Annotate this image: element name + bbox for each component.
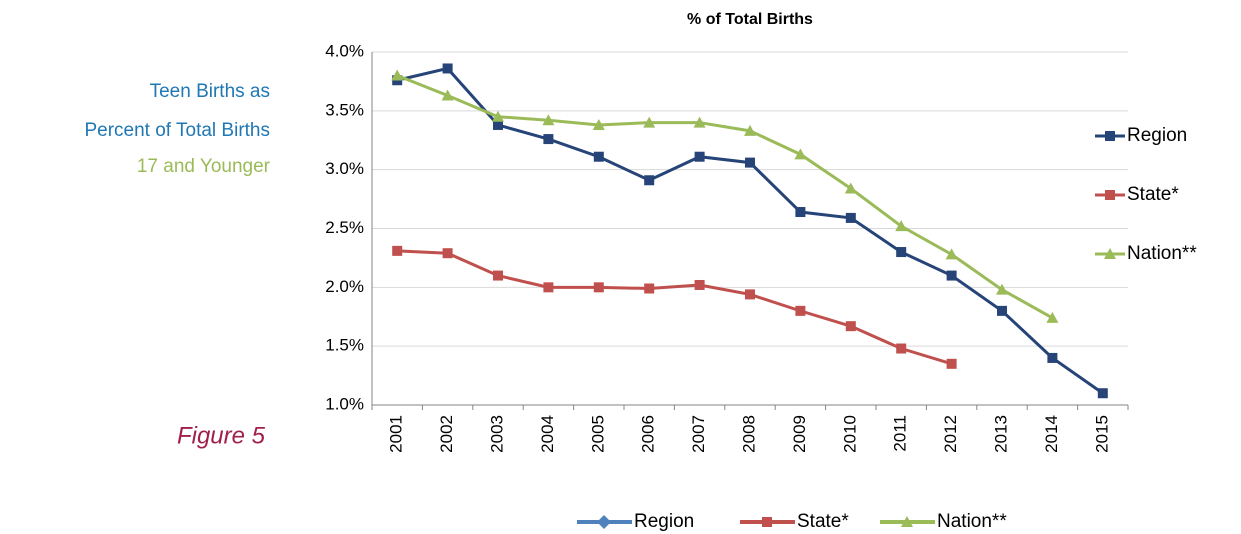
y-tick-label: 2.0%	[325, 277, 364, 296]
data-point	[593, 282, 604, 293]
x-tick-label: 2010	[840, 415, 859, 453]
legend-label: State*	[1127, 184, 1179, 205]
data-point	[1047, 352, 1058, 363]
data-point	[592, 118, 605, 130]
legend-label: Region	[634, 511, 694, 532]
data-point	[896, 343, 907, 354]
figure-label: Figure 5	[177, 422, 266, 449]
x-tick-label: 2015	[1092, 415, 1111, 453]
data-point	[694, 279, 705, 290]
data-point	[493, 119, 503, 130]
series-line	[397, 249, 953, 366]
caption-line: 17 and Younger	[137, 156, 271, 177]
data-point	[492, 110, 504, 122]
x-tick-label: 2012	[941, 415, 960, 453]
y-tick-label: 1.5%	[325, 336, 364, 355]
data-point	[844, 182, 857, 194]
x-tick-label: 2007	[689, 415, 708, 453]
caption-line: Teen Births as	[150, 81, 270, 102]
data-point	[493, 270, 503, 281]
data-point	[745, 157, 755, 168]
x-tick-label: 2003	[487, 415, 506, 453]
x-tick-label: 2013	[991, 415, 1010, 453]
x-tick-label: 2014	[1042, 415, 1061, 453]
data-point	[896, 247, 907, 258]
legend-marker	[901, 516, 913, 527]
data-point	[644, 175, 655, 186]
caption-line: Percent of Total Births	[84, 120, 270, 141]
x-tick-label: 2009	[790, 415, 809, 453]
data-point	[996, 283, 1008, 295]
x-tick-label: 2011	[891, 415, 910, 452]
legend-marker	[1104, 248, 1116, 259]
data-point	[644, 283, 655, 294]
x-tick-label: 2005	[588, 415, 607, 453]
data-point	[693, 116, 706, 128]
x-tick-label: 2001	[387, 415, 406, 453]
data-point	[895, 220, 908, 232]
legend-label: Region	[1127, 125, 1187, 146]
data-point	[794, 148, 807, 160]
legend-marker	[597, 515, 611, 529]
data-point	[593, 151, 604, 162]
y-tick-label: 2.5%	[325, 218, 364, 237]
x-tick-label: 2006	[639, 415, 658, 453]
x-tick-label: 2002	[437, 415, 456, 453]
data-point	[946, 358, 957, 369]
y-tick-label: 1.0%	[325, 394, 364, 413]
data-point	[391, 69, 404, 81]
data-point	[795, 207, 806, 218]
data-point	[744, 124, 756, 136]
legend-label: Nation**	[937, 511, 1007, 532]
data-point	[795, 305, 806, 316]
data-point	[441, 89, 454, 101]
data-point	[745, 289, 755, 300]
data-point	[442, 248, 453, 259]
legend-marker	[1105, 190, 1115, 200]
y-tick-label: 4.0%	[325, 41, 364, 60]
legend-marker	[762, 517, 772, 527]
y-tick-label: 3.0%	[325, 159, 364, 178]
data-point	[997, 305, 1007, 316]
data-point	[542, 114, 555, 126]
data-point	[1046, 311, 1059, 323]
legend-label: State*	[797, 511, 849, 532]
data-point	[946, 270, 957, 281]
data-point	[543, 282, 554, 293]
y-tick-label: 3.5%	[325, 100, 364, 119]
series-line	[396, 74, 1054, 320]
chart-title: % of Total Births	[687, 11, 813, 28]
legend-marker	[1105, 131, 1115, 141]
data-point	[392, 245, 403, 256]
data-point	[543, 134, 554, 145]
data-point	[442, 63, 453, 74]
data-point	[694, 151, 705, 162]
data-point	[845, 321, 856, 332]
data-point	[643, 116, 656, 128]
x-tick-label: 2008	[739, 415, 758, 453]
x-tick-label: 2004	[538, 415, 557, 453]
data-point	[845, 212, 856, 223]
data-point	[1097, 388, 1108, 399]
data-point	[945, 248, 958, 260]
legend-label: Nation**	[1127, 243, 1197, 264]
